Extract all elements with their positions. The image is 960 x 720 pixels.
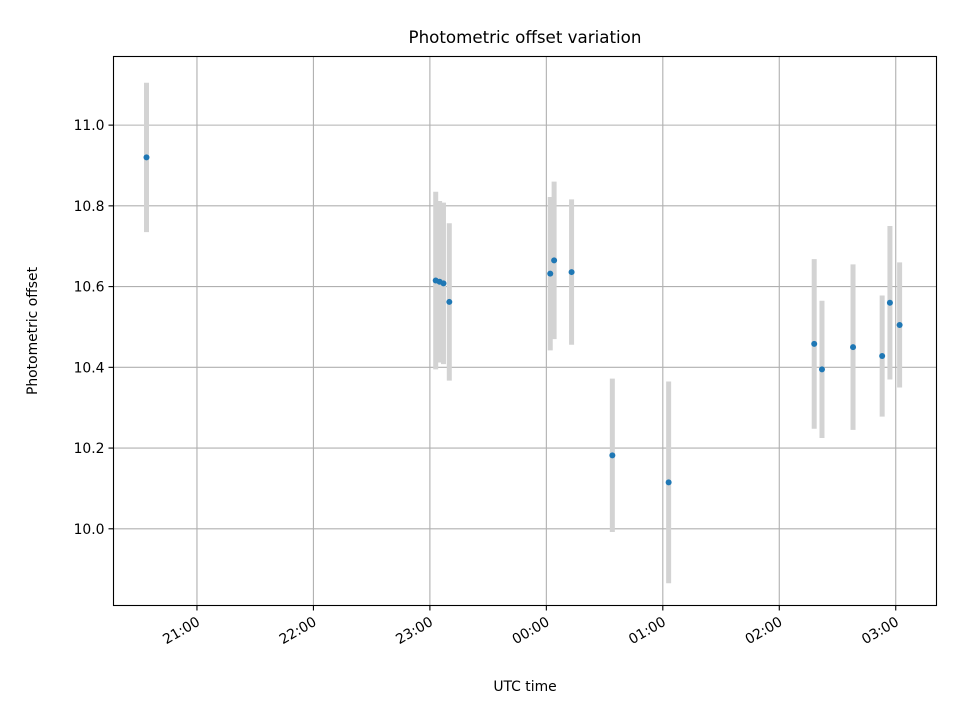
data-point — [446, 298, 453, 305]
x-axis-label: UTC time — [493, 679, 556, 695]
y-axis-label: Photometric offset — [25, 266, 41, 395]
data-point — [896, 321, 903, 328]
chart-title: Photometric offset variation — [409, 27, 642, 47]
data-point — [665, 479, 672, 486]
y-tick-label: 10.2 — [74, 441, 105, 457]
grid — [113, 56, 937, 606]
data-point — [811, 340, 818, 347]
y-tick-label: 10.4 — [74, 360, 105, 376]
data-point — [818, 366, 825, 373]
y-tick-label: 11.0 — [74, 118, 105, 134]
data-point — [440, 280, 447, 287]
data-point — [551, 257, 558, 264]
data-point — [547, 270, 554, 277]
plot-frame — [112, 55, 938, 607]
data-point — [879, 353, 886, 360]
data-point — [609, 452, 616, 459]
data-points — [143, 154, 903, 486]
y-tick-label: 10.8 — [74, 199, 105, 215]
data-point — [850, 344, 857, 351]
y-tick-label: 10.0 — [74, 522, 105, 538]
y-tick-label: 10.6 — [74, 280, 105, 296]
data-point — [568, 269, 575, 276]
data-point — [886, 299, 893, 306]
data-point — [143, 154, 150, 161]
